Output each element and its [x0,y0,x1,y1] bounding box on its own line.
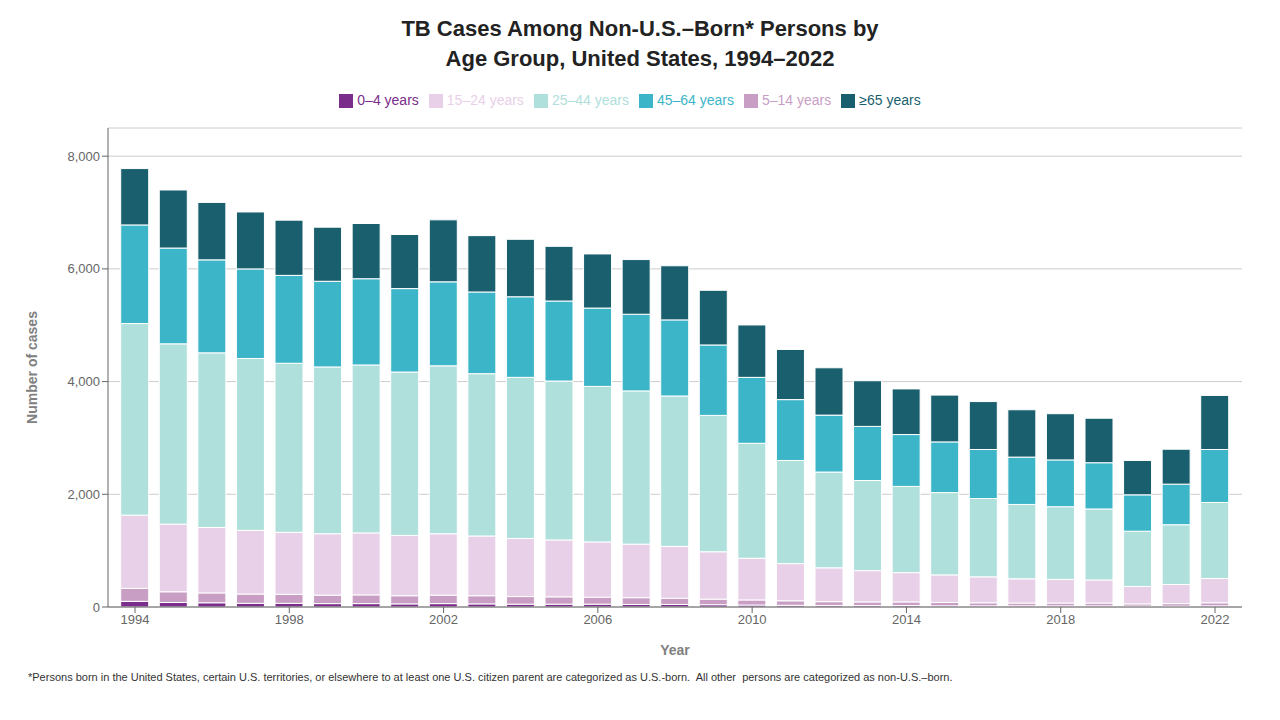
html-text:*Persons born in the United St: *Persons born in the United States, cert… [28,671,953,683]
svg-text:0: 0 [93,600,100,615]
html-text:Age Group, United States, 1994: Age Group, United States, 1994–2022 [445,46,835,71]
svg-text:1994: 1994 [121,612,150,627]
svg-text:2,000: 2,000 [67,487,100,502]
html-text:≥65 years: ≥65 years [859,92,921,108]
html-text:TB Cases Among Non-U.S.–Born*: TB Cases Among Non-U.S.–Born* Persons by [401,16,879,41]
svg-text:2018: 2018 [1046,612,1075,627]
svg-text:2010: 2010 [738,612,767,627]
svg-text:2014: 2014 [892,612,921,627]
svg-text:1998: 1998 [275,612,304,627]
svg-text:4,000: 4,000 [67,374,100,389]
html-text:15–24 years: 15–24 years [446,92,524,108]
svg-text:Number of cases: Number of cases [24,311,40,424]
html-text:5–14 years: 5–14 years [762,92,832,108]
html-text:25–44 years: 25–44 years [551,92,629,108]
svg-text:2022: 2022 [1201,612,1230,627]
html-text:45–64 years: 45–64 years [656,92,734,108]
svg-text:6,000: 6,000 [67,261,100,276]
html-text:0–4 years: 0–4 years [357,92,419,108]
svg-text:2002: 2002 [429,612,458,627]
svg-text:Year: Year [660,642,690,658]
svg-text:8,000: 8,000 [67,149,100,164]
svg-text:2006: 2006 [583,612,612,627]
